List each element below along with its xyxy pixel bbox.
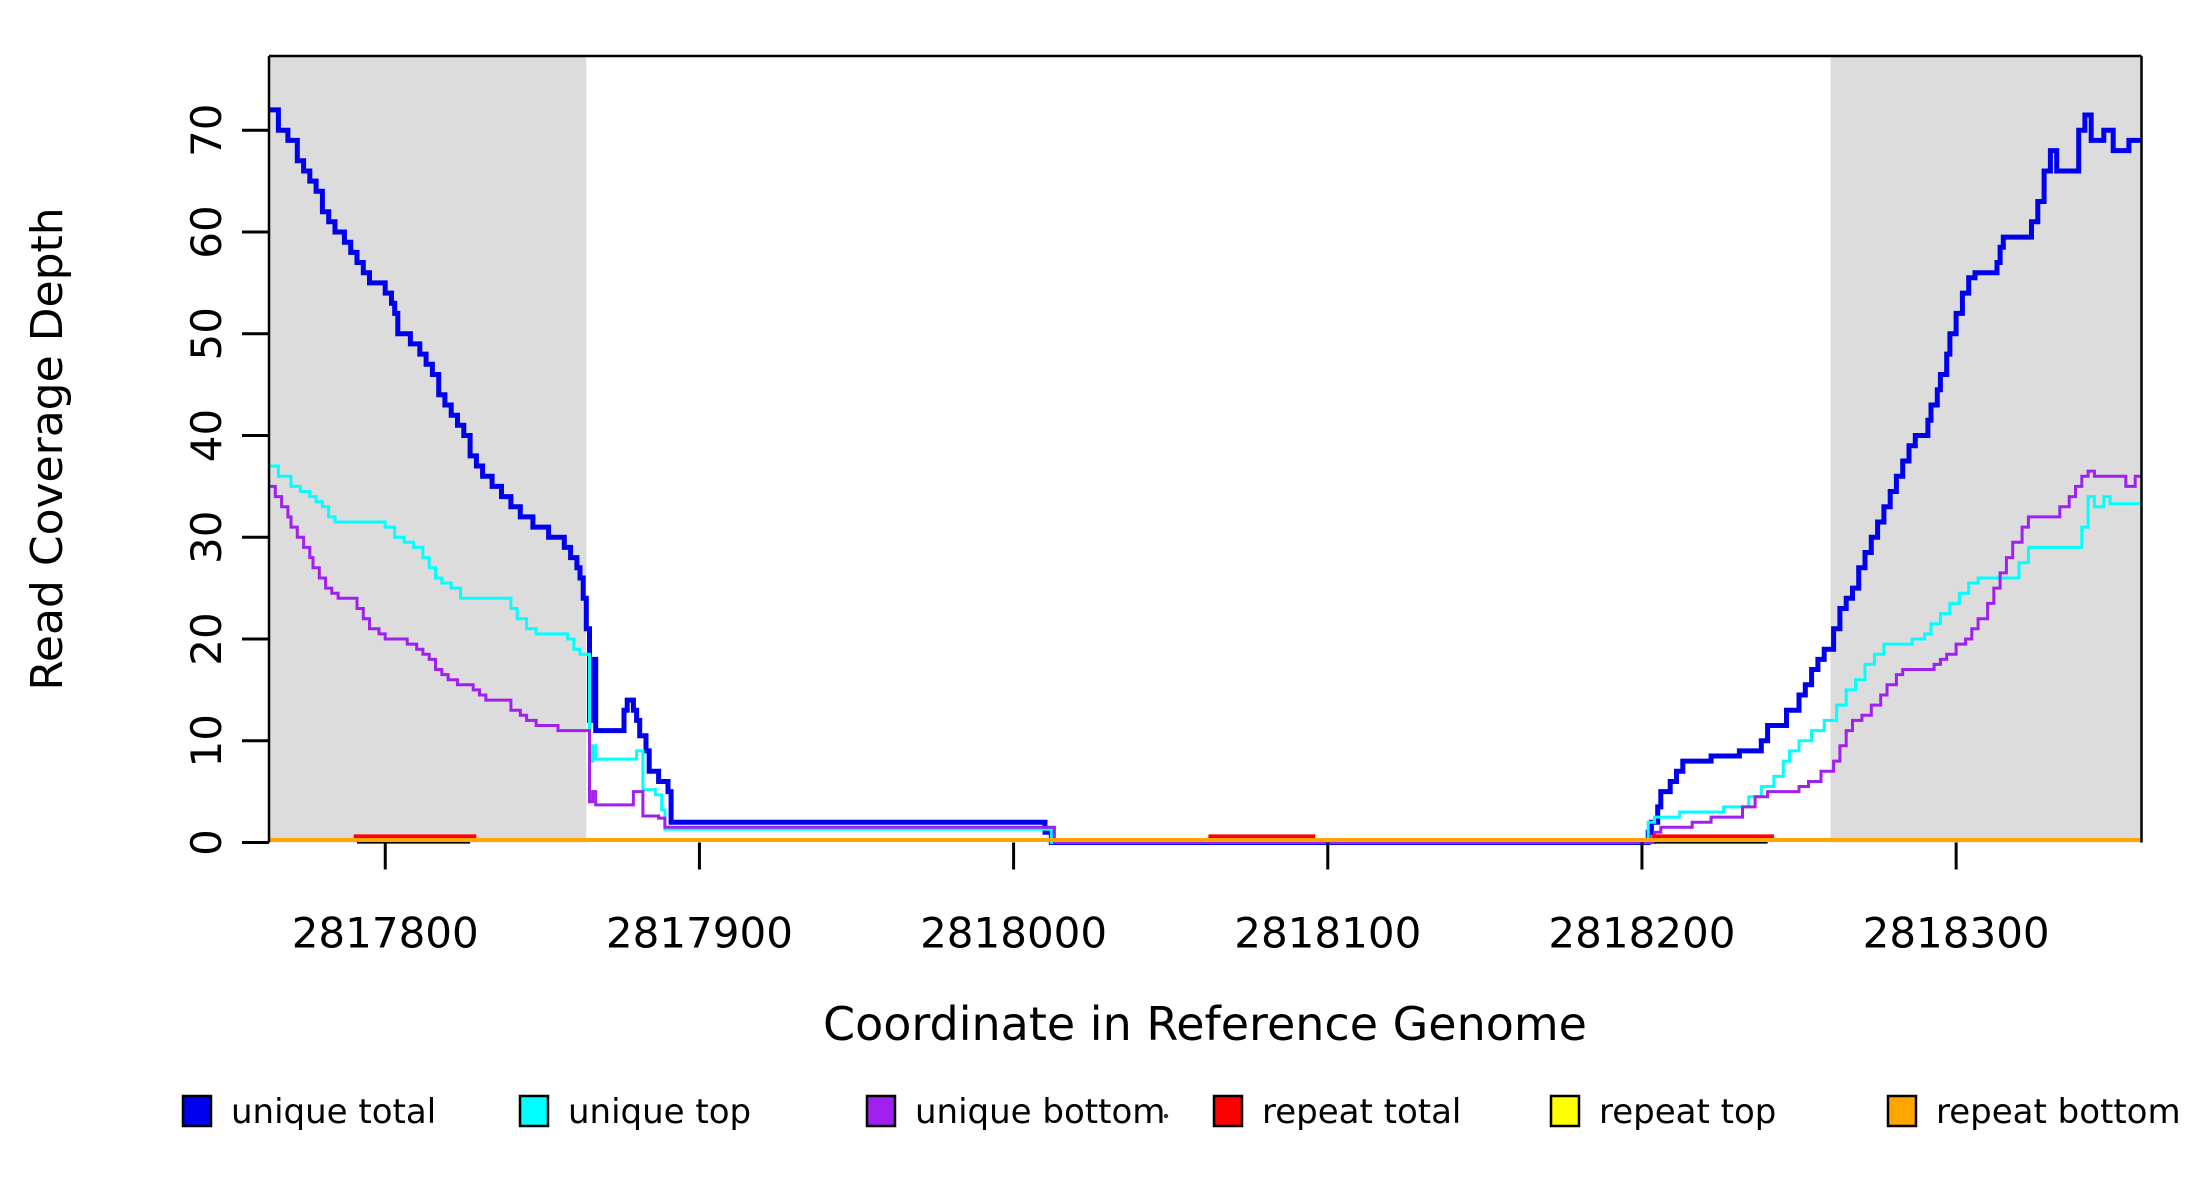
x-axis-title: Coordinate in Reference Genome	[823, 997, 1587, 1051]
legend-swatch-repeat-total	[1212, 1094, 1244, 1128]
plot-frame-layer	[267, 54, 2143, 843]
right-gray-region	[1830, 56, 2142, 843]
y-tick-label: 50	[182, 307, 231, 360]
x-tick-label: 2818300	[1863, 909, 2050, 958]
legend-swatch-unique-total	[181, 1094, 213, 1128]
legend-label-unique-top: unique top	[568, 1092, 751, 1132]
shaded-regions-layer	[269, 56, 2142, 843]
legend-swatch-unique-top	[518, 1094, 550, 1128]
series-unique-total	[269, 107, 2142, 845]
x-tick-label: 2818000	[920, 909, 1107, 958]
axes-layer: 0 10 20 30 40 50 60 70 2817800 2817900 2818000 2818…	[182, 104, 2050, 958]
legend-swatch-unique-bottom	[865, 1094, 897, 1128]
x-tick-label: 2818100	[1234, 909, 1421, 958]
left-gray-region	[269, 56, 587, 843]
legend-swatch-repeat-bottom	[1886, 1094, 1918, 1128]
stray-dot	[1163, 1113, 1169, 1119]
y-tick-label: 70	[182, 104, 231, 157]
legend-label-unique-bottom: unique bottom	[915, 1092, 1165, 1132]
y-tick-label: 40	[182, 409, 231, 462]
y-tick-label: 0	[182, 829, 231, 856]
y-tick-label: 10	[182, 714, 231, 767]
series-layer	[269, 107, 2142, 845]
x-tick-label: 2817900	[606, 909, 793, 958]
legend-label-repeat-bottom: repeat bottom	[1936, 1092, 2181, 1132]
y-axis-title: Read Coverage Depth	[22, 207, 73, 690]
x-tick-label: 2817800	[292, 909, 479, 958]
legend-label-repeat-total: repeat total	[1262, 1092, 1461, 1132]
x-tick-label: 2818200	[1548, 909, 1735, 958]
y-tick-label: 60	[182, 205, 231, 258]
legend: unique total unique top unique bottom repea…	[181, 1092, 2181, 1132]
legend-label-unique-total: unique total	[231, 1092, 436, 1132]
legend-label-repeat-top: repeat top	[1599, 1092, 1776, 1132]
y-tick-label: 30	[182, 511, 231, 564]
y-tick-label: 20	[182, 612, 231, 665]
legend-swatch-repeat-top	[1549, 1094, 1581, 1128]
